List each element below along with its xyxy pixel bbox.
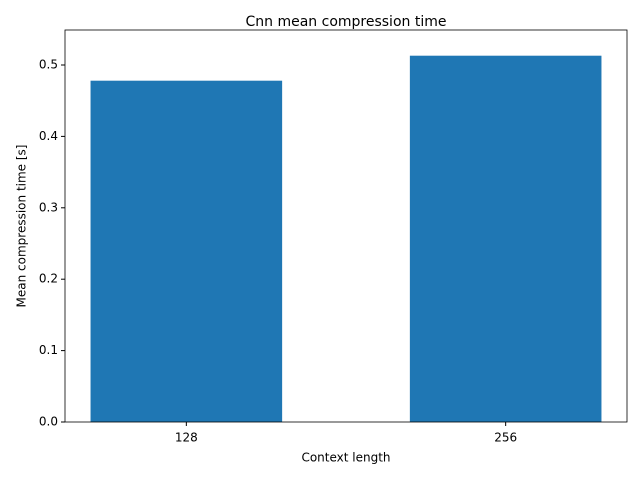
- y-tick-label: 0.4: [39, 129, 58, 143]
- y-axis-label: Mean compression time [s]: [15, 145, 29, 308]
- x-tick-label: 256: [494, 431, 517, 445]
- y-tick-label: 0.2: [39, 272, 58, 286]
- chart-title: Cnn mean compression time: [246, 14, 447, 30]
- bar: [90, 80, 283, 423]
- bar: [409, 55, 602, 422]
- y-tick-label: 0.0: [39, 415, 58, 429]
- y-tick-label: 0.5: [39, 57, 58, 71]
- plot-frame: [64, 29, 628, 423]
- x-axis-label: Context length: [301, 451, 390, 465]
- x-tick-label: 128: [175, 431, 198, 445]
- y-tick-label: 0.3: [39, 200, 58, 214]
- y-tick-label: 0.1: [39, 343, 58, 357]
